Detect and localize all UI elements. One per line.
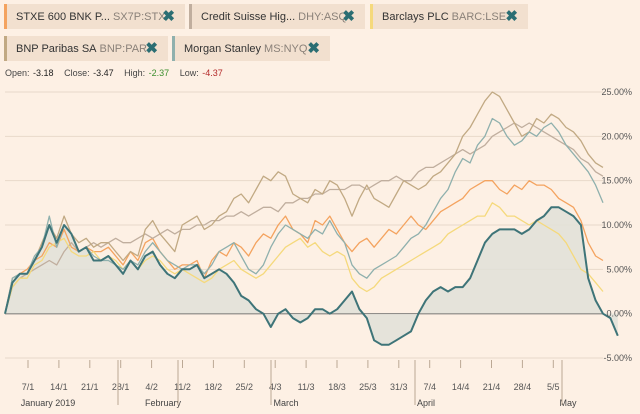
chart-y-axis: 25.00% 20.00% 15.00% 10.00% 5.00% 0.00% -5.00% xyxy=(601,87,632,363)
legend-ticker: MS:NYQ xyxy=(264,42,308,55)
legend-name: STXE 600 BNK P... xyxy=(16,10,110,23)
legend-chip-barclays[interactable]: Barclays PLC BARC:LSE ✖ xyxy=(370,4,528,29)
legend-name: BNP Paribas SA xyxy=(16,42,97,55)
x-tick-label: 11/3 xyxy=(298,382,315,392)
x-tick-label: 7/1 xyxy=(22,382,35,392)
series-line-1 xyxy=(4,180,604,314)
series-line-4 xyxy=(4,91,604,314)
x-tick-label: 18/2 xyxy=(205,382,223,392)
close-icon[interactable]: ✖ xyxy=(162,8,175,25)
x-tick-label: 14/4 xyxy=(452,382,470,392)
y-tick-label: 20.00% xyxy=(601,131,632,141)
y-tick-label: 10.00% xyxy=(601,220,632,230)
y-tick-label: 0.00% xyxy=(606,309,632,319)
x-tick-label: 25/3 xyxy=(359,382,377,392)
y-tick-label: 15.00% xyxy=(601,176,632,186)
close-icon[interactable]: ✖ xyxy=(505,8,518,25)
x-tick-label: 25/2 xyxy=(236,382,254,392)
x-tick-label: 14/1 xyxy=(50,382,68,392)
x-tick-label: 28/4 xyxy=(514,382,532,392)
x-month-label: February xyxy=(145,398,182,408)
chart-series xyxy=(4,91,619,346)
x-month-label: April xyxy=(417,398,435,408)
y-tick-label: 25.00% xyxy=(601,87,632,97)
series-line-6 xyxy=(4,206,619,346)
legend-ticker: BNP:PAR xyxy=(99,42,147,55)
high-value: -2.37 xyxy=(148,68,170,78)
low-value: -4.37 xyxy=(202,68,223,78)
close-label: Close: xyxy=(64,68,90,78)
x-tick-label: 21/1 xyxy=(81,382,99,392)
x-month-label: January 2019 xyxy=(21,398,76,408)
y-tick-label: 5.00% xyxy=(606,264,632,274)
x-month-label: May xyxy=(559,398,577,408)
close-icon[interactable]: ✖ xyxy=(145,40,158,57)
legend-chip-credit-suisse[interactable]: Credit Suisse Hig... DHY:ASQ ✖ xyxy=(189,4,365,29)
open-value: -3.18 xyxy=(33,68,54,78)
x-tick-label: 28/1 xyxy=(112,382,130,392)
close-value: -3.47 xyxy=(93,68,114,78)
x-tick-label: 18/3 xyxy=(328,382,346,392)
x-tick-label: 31/3 xyxy=(390,382,408,392)
legend-chip-stxe[interactable]: STXE 600 BNK P... SX7P:STX ✖ xyxy=(4,4,185,29)
x-tick-label: 4/2 xyxy=(145,382,158,392)
ohlc-readout: Open: -3.18 Close: -3.47 High: -2.37 Low… xyxy=(5,68,231,78)
close-icon[interactable]: ✖ xyxy=(342,8,355,25)
series-area-fill xyxy=(5,207,618,345)
x-tick-label: 5/5 xyxy=(547,382,560,392)
open-label: Open: xyxy=(5,68,30,78)
x-tick-label: 11/2 xyxy=(174,382,191,392)
x-month-label: March xyxy=(273,398,298,408)
x-tick-label: 7/4 xyxy=(423,382,436,392)
x-tick-label: 4/3 xyxy=(269,382,282,392)
legend-name: Credit Suisse Hig... xyxy=(201,10,296,23)
legend-ticker: BARC:LSE xyxy=(451,10,507,23)
x-tick-label: 21/4 xyxy=(483,382,501,392)
high-label: High: xyxy=(124,68,146,78)
chart-x-axis: 7/1 14/1 21/1 28/1 4/2 11/2 18/2 25/2 4/3 11/3 18/… xyxy=(21,360,577,408)
legend-name: Morgan Stanley xyxy=(184,42,262,55)
y-tick-label: -5.00% xyxy=(603,353,632,363)
legend-chip-bnp[interactable]: BNP Paribas SA BNP:PAR ✖ xyxy=(4,36,168,61)
legend-ticker: DHY:ASQ xyxy=(298,10,348,23)
legend-chip-morgan-stanley[interactable]: Morgan Stanley MS:NYQ ✖ xyxy=(172,36,330,61)
close-icon[interactable]: ✖ xyxy=(307,40,320,57)
low-label: Low: xyxy=(179,68,199,78)
legend-ticker: SX7P:STX xyxy=(112,10,166,23)
series-line-5 xyxy=(4,117,604,314)
legend-name: Barclays PLC xyxy=(382,10,449,23)
